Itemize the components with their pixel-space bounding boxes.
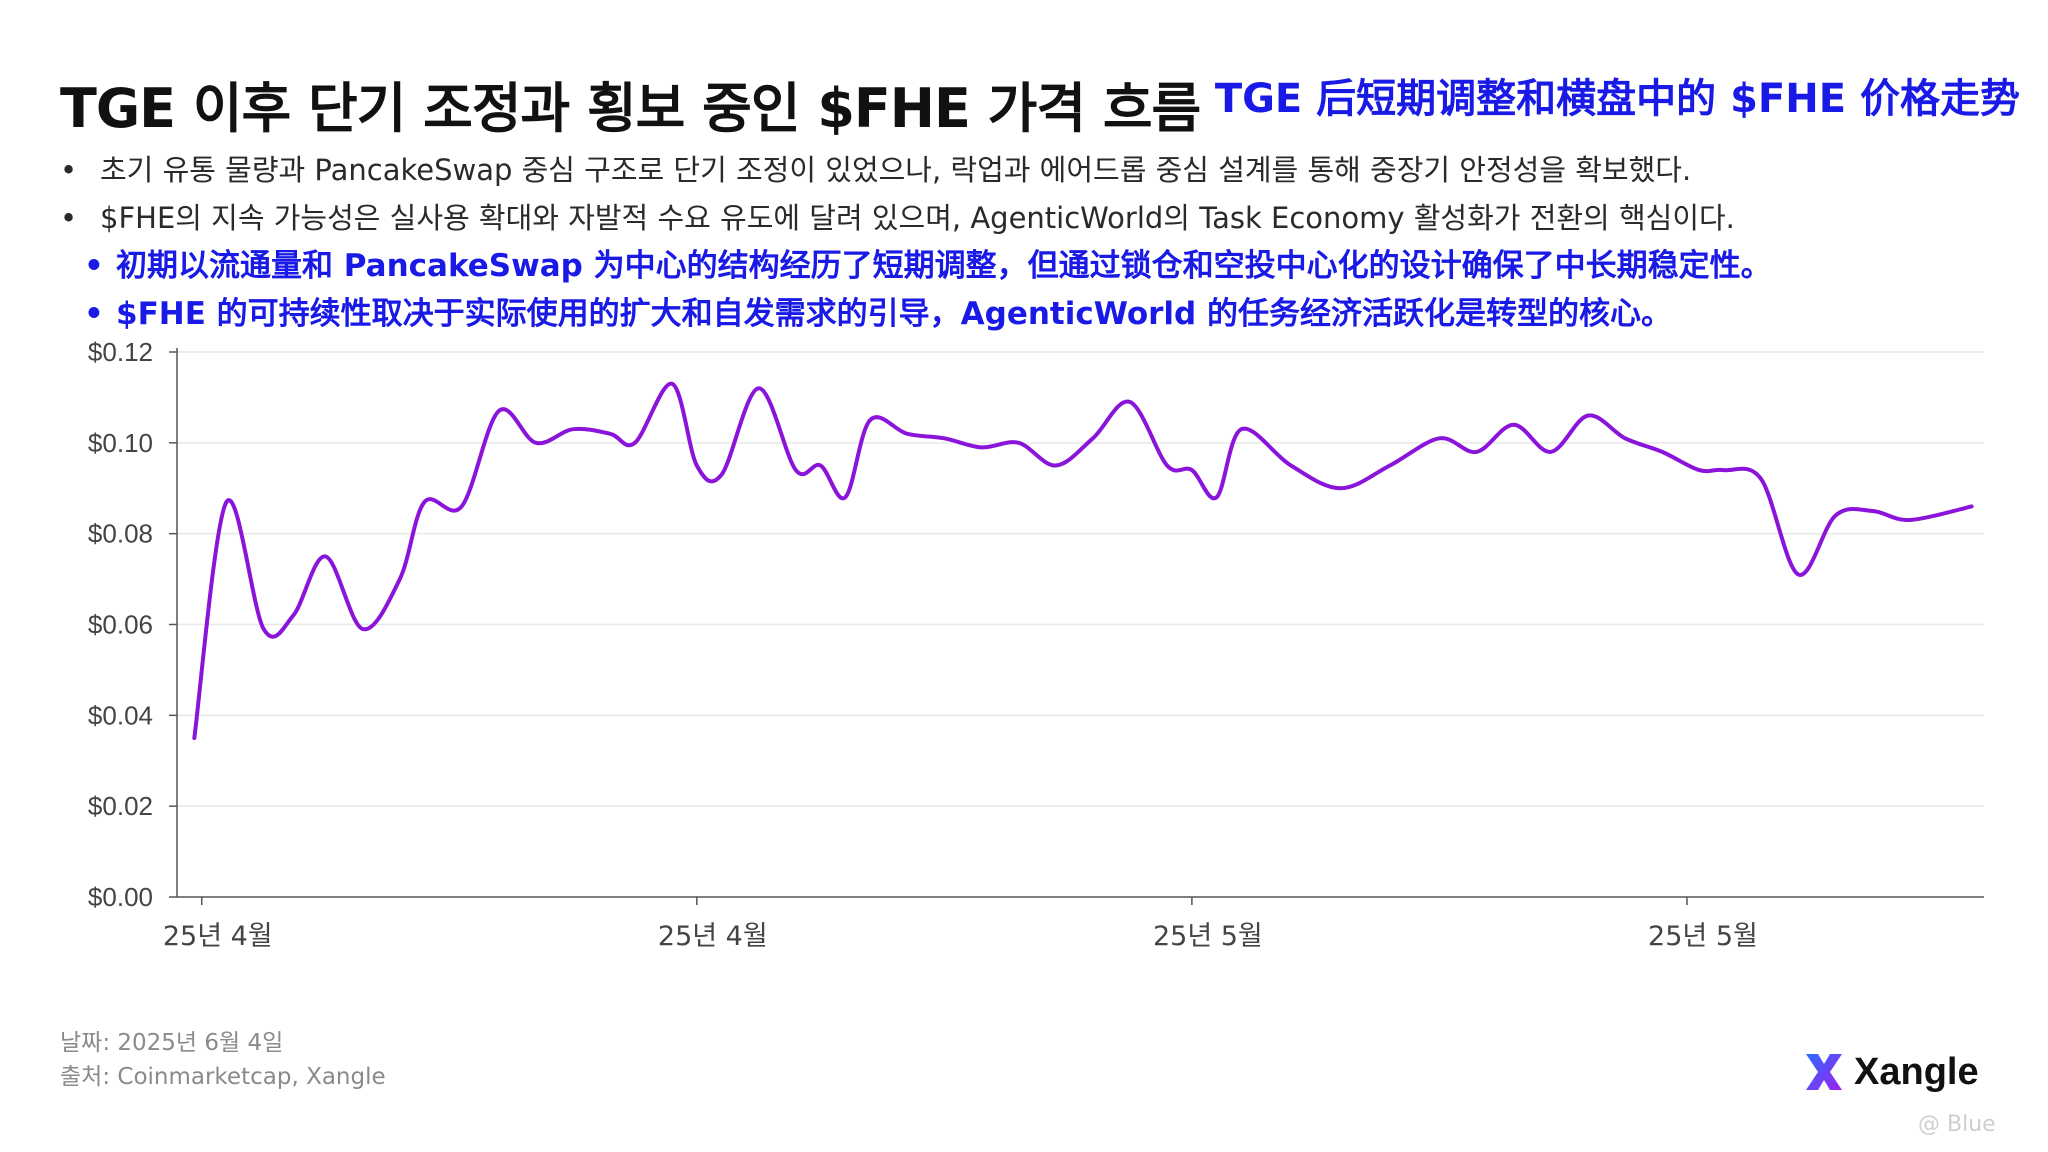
bullet-list: • 초기 유통 물량과 PancakeSwap 중심 구조로 단기 조정이 있었… (60, 146, 2020, 338)
price-data-point (905, 432, 909, 436)
bullet-dot: • (84, 296, 104, 332)
bullet-text: 초기 유통 물량과 PancakeSwap 중심 구조로 단기 조정이 있었으나… (100, 153, 1692, 187)
price-data-point (1091, 436, 1095, 440)
price-data-point (1871, 509, 1875, 513)
price-data-point (1834, 514, 1838, 518)
price-data-point (695, 464, 699, 468)
price-data-point (1338, 486, 1342, 490)
y-tick-label: $0.00 (88, 882, 153, 912)
y-tick-label: $0.02 (88, 791, 153, 821)
price-data-point (1475, 450, 1479, 454)
xangle-x-logo-icon (1806, 1054, 1842, 1090)
price-data-point (497, 409, 501, 413)
price-data-point (460, 504, 464, 508)
y-tick-label: $0.10 (88, 428, 153, 458)
price-data-point (819, 464, 823, 468)
bullet-dot: • (60, 201, 78, 235)
price-data-point (670, 382, 674, 386)
price-data-point (1239, 427, 1243, 431)
bullet-item-chinese-2: • $FHE 的可持续性取决于实际使用的扩大和自发需求的引导，AgenticWo… (60, 290, 2020, 338)
price-data-point (571, 427, 575, 431)
price-data-point (262, 627, 266, 631)
price-data-point (1215, 495, 1219, 499)
price-data-point (633, 441, 637, 445)
logo-text: Xangle (1854, 1050, 1979, 1093)
x-tick-label: 25년 5월 (1153, 921, 1263, 952)
price-data-point (1437, 436, 1441, 440)
bullet-text: 初期以流通量和 PancakeSwap 为中心的结构经历了短期调整，但通过锁仓和… (116, 248, 1772, 284)
bullet-text: $FHE의 지속 가능성은 실사용 확대와 자발적 수요 유도에 달려 있으며,… (100, 201, 1735, 235)
price-data-point (843, 495, 847, 499)
price-data-point (1970, 504, 1974, 508)
bullet-item-korean-2: • $FHE의 지속 가능성은 실사용 확대와 자발적 수요 유도에 달려 있으… (60, 194, 2020, 242)
footer-source: 출처: Coinmarketcap, Xangle (60, 1064, 386, 1090)
bullet-item-korean-1: • 초기 유통 물량과 PancakeSwap 중심 구조로 단기 조정이 있었… (60, 146, 2020, 194)
price-data-point (1512, 423, 1516, 427)
price-data-point (868, 418, 872, 422)
price-data-point (1722, 468, 1726, 472)
brand-logo: Xangle (1802, 1044, 1979, 1100)
x-tick-label: 25년 4월 (163, 921, 273, 952)
price-data-point (1759, 477, 1763, 481)
price-data-point (1623, 436, 1627, 440)
price-data-point (942, 436, 946, 440)
price-series-line (192, 381, 1974, 740)
watermark: @ Blue (1918, 1112, 1996, 1137)
price-data-point (1796, 573, 1800, 577)
bullet-dot: • (60, 153, 78, 187)
price-data-point (1190, 468, 1194, 472)
y-tick-label: $0.12 (88, 337, 153, 367)
price-data-point (398, 577, 402, 581)
y-tick-label: $0.06 (88, 610, 153, 640)
price-data-point (608, 432, 612, 436)
price-data-point (1017, 441, 1021, 445)
page-title-korean: TGE 이후 단기 조정과 횡보 중인 $FHE 가격 흐름 (60, 77, 1201, 140)
price-data-point (192, 736, 196, 740)
price-data-point (534, 441, 538, 445)
price-data-point (1388, 464, 1392, 468)
price-data-point (423, 500, 427, 504)
bullet-item-chinese-1: • 初期以流通量和 PancakeSwap 为中心的结构经历了短期调整，但通过锁… (60, 242, 2020, 290)
y-tick-label: $0.08 (88, 519, 153, 549)
price-data-point (361, 627, 365, 631)
price-data-point (324, 554, 328, 558)
x-tick-label: 25년 5월 (1648, 921, 1758, 952)
bullet-text: $FHE 的可持续性取决于实际使用的扩大和自发需求的引导，AgenticWorl… (116, 296, 1673, 332)
y-tick-label: $0.04 (88, 700, 153, 730)
title-row: TGE 이후 단기 조정과 횡보 중인 $FHE 가격 흐름 TGE 后短期调整… (60, 58, 2020, 140)
price-data-point (757, 386, 761, 390)
price-data-point (291, 613, 295, 617)
price-data-point (794, 468, 798, 472)
footer: 날짜: 2025년 6월 4일 출처: Coinmarketcap, Xangl… (60, 1026, 386, 1094)
price-line-chart: $0.00 $0.02 $0.04 $0.06 $0.08 $0.10 $0.12 25년 4… (88, 337, 1984, 952)
price-data-point (225, 500, 229, 504)
price-data-point (1054, 464, 1058, 468)
price-data-point (1128, 400, 1132, 404)
price-data-point (1549, 450, 1553, 454)
bullet-dot: • (84, 248, 104, 284)
price-data-point (1697, 468, 1701, 472)
price-data-point (1908, 518, 1912, 522)
price-data-point (720, 473, 724, 477)
price-data-point (1289, 464, 1293, 468)
price-data-point (1660, 450, 1664, 454)
price-data-point (1586, 414, 1590, 418)
x-tick-label: 25년 4월 (658, 921, 768, 952)
footer-date: 날짜: 2025년 6월 4일 (60, 1030, 284, 1056)
page-title-chinese: TGE 后短期调整和横盘中的 $FHE 价格走势 (1214, 76, 2020, 122)
price-data-point (980, 445, 984, 449)
price-data-point (1165, 464, 1169, 468)
